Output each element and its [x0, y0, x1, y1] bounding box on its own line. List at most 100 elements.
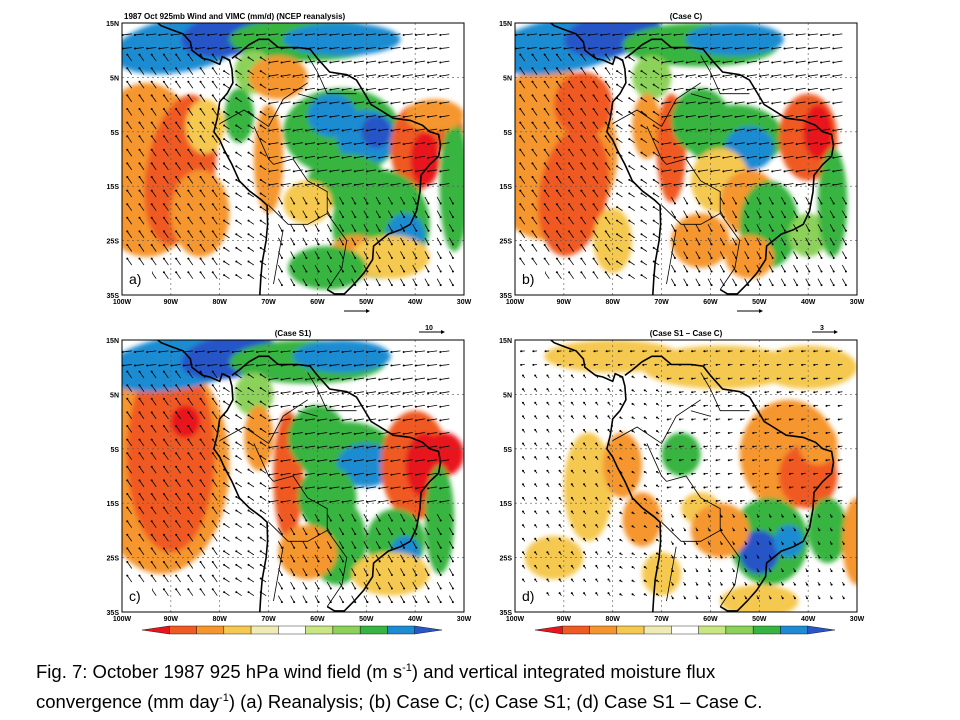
wind-arrow	[260, 523, 267, 529]
arrow-head	[640, 246, 643, 249]
wind-arrow	[151, 439, 157, 447]
arrow-head	[722, 115, 725, 118]
arrow-head	[771, 33, 774, 36]
arrow-head	[402, 432, 405, 435]
arrow-head	[661, 115, 664, 118]
arrow-head	[595, 524, 598, 527]
arrow-head	[746, 170, 749, 173]
arrow-head	[532, 363, 535, 366]
arrow-head	[722, 102, 725, 105]
wind-arrow	[711, 87, 721, 91]
arrow-head	[595, 469, 598, 472]
arrow-head	[543, 121, 546, 124]
wind-arrow	[629, 261, 635, 266]
arrow-head	[558, 469, 561, 472]
arrow-head	[329, 519, 332, 522]
arrow-head	[317, 243, 320, 246]
wind-arrow	[403, 74, 413, 77]
wind-arrow	[784, 155, 794, 159]
wind-arrow	[277, 210, 283, 218]
arrow-head	[133, 364, 136, 367]
wind-arrow	[670, 237, 676, 245]
arrow-head	[673, 183, 676, 186]
arrow-head	[740, 459, 743, 462]
wind-arrow	[330, 87, 340, 91]
arrow-head	[520, 363, 523, 366]
wind-arrow	[200, 439, 206, 447]
wind-arrow	[379, 391, 389, 394]
arrow-head	[595, 456, 598, 459]
arrow-head	[543, 189, 546, 192]
wind-arrow	[171, 350, 181, 353]
arrow-head	[199, 438, 202, 441]
arrow-head	[788, 486, 791, 489]
wind-arrow	[293, 87, 303, 91]
wind-arrow	[568, 149, 574, 157]
arrow-head	[259, 400, 262, 403]
wind-arrow	[223, 261, 230, 266]
arrow-head	[247, 97, 250, 100]
arrow-head	[720, 583, 723, 586]
arrow-head	[366, 533, 369, 536]
arrow-head	[818, 570, 821, 573]
arrow-head	[175, 493, 178, 495]
arrow-head	[678, 350, 681, 353]
arrow-head	[655, 552, 658, 555]
wind-arrow	[342, 391, 352, 394]
arrow-head	[631, 511, 634, 514]
wind-arrow	[641, 111, 648, 116]
arrow-head	[280, 183, 283, 186]
wind-arrow	[403, 391, 413, 394]
arrow-head	[126, 561, 129, 563]
arrow-head	[175, 257, 178, 260]
wind-arrow	[163, 244, 169, 252]
wind-arrow	[519, 163, 526, 171]
wind-arrow	[126, 244, 133, 252]
arrow-head	[138, 506, 141, 509]
wind-arrow	[126, 480, 133, 488]
lat-label: 5N	[503, 392, 512, 399]
wind-arrow	[440, 350, 450, 353]
arrow-head	[734, 129, 737, 132]
arrow-head	[259, 206, 262, 209]
wind-arrow	[415, 350, 425, 353]
arrow-head	[243, 350, 246, 353]
wind-arrow	[126, 67, 133, 75]
wind-arrow	[400, 541, 405, 548]
arrow-head	[354, 519, 357, 522]
arrow-head	[759, 75, 762, 78]
arrow-head	[390, 229, 393, 232]
arrow-head	[583, 442, 586, 445]
wind-arrow	[428, 486, 438, 489]
arrow-head	[722, 170, 725, 173]
arrow-head	[832, 156, 835, 159]
wind-arrow	[281, 486, 291, 489]
arrow-head	[595, 551, 598, 554]
wind-arrow	[139, 135, 145, 143]
arrow-head	[378, 392, 381, 395]
wind-arrow	[581, 54, 587, 62]
arrow-head	[697, 183, 700, 186]
arrow-head	[403, 270, 406, 273]
arrow-head	[293, 284, 296, 287]
wind-arrow	[163, 575, 169, 583]
arrow-head	[353, 61, 356, 64]
arrow-head	[795, 102, 798, 105]
arrow-head	[818, 542, 821, 545]
border-line	[273, 475, 328, 531]
arrow-head	[162, 271, 165, 274]
wind-arrow	[556, 190, 562, 198]
wind-arrow	[175, 231, 181, 239]
arrow-head	[813, 418, 816, 421]
wind-arrow	[260, 414, 267, 420]
arrow-head	[427, 378, 430, 381]
arrow-head	[187, 370, 190, 373]
arrow-head	[305, 601, 308, 604]
arrow-head	[555, 176, 558, 178]
arrow-head	[126, 189, 129, 192]
wind-arrow	[805, 210, 810, 218]
arrow-head	[624, 33, 627, 36]
wind-arrow	[593, 244, 599, 252]
arrow-head	[820, 243, 823, 246]
wind-arrow	[593, 54, 599, 62]
